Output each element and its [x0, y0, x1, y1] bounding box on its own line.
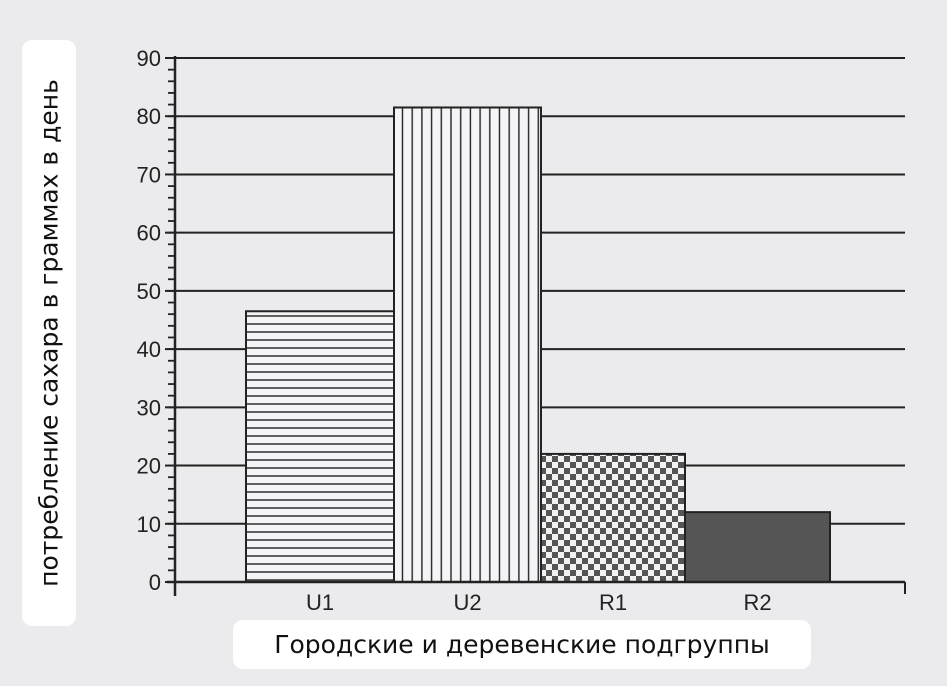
- y-tick-label: 10: [137, 512, 161, 537]
- y-tick-label: 80: [137, 104, 161, 129]
- y-tick-label: 70: [137, 162, 161, 187]
- y-axis-label: потребление сахара в граммах в день: [34, 79, 64, 587]
- bar-R2: [684, 511, 831, 584]
- y-tick-label: 90: [137, 46, 161, 71]
- x-tick-label: U2: [453, 590, 481, 615]
- x-tick-label: U1: [306, 590, 334, 615]
- y-tick-label: 40: [137, 337, 161, 362]
- y-tick-label: 20: [137, 454, 161, 479]
- y-tick-label: 50: [137, 279, 161, 304]
- y-tick-label: 30: [137, 395, 161, 420]
- y-tick-label: 0: [149, 570, 161, 595]
- x-tick-label: R2: [743, 590, 771, 615]
- y-tick-label: 60: [137, 221, 161, 246]
- bar-U1: [245, 310, 395, 583]
- bar-R1: [540, 452, 686, 583]
- x-tick-label: R1: [599, 590, 627, 615]
- y-axis-label-box: [22, 40, 76, 626]
- bar-U2: [393, 106, 542, 583]
- x-axis-label: Городские и деревенские подгруппы: [233, 620, 811, 669]
